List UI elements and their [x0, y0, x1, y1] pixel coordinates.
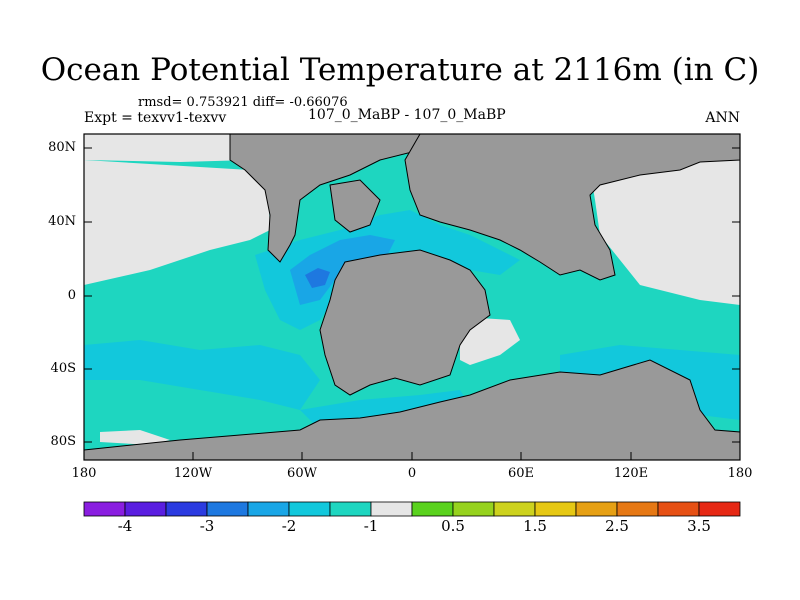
colorbar	[83, 501, 741, 517]
colorbar-swatch	[247, 501, 290, 517]
axis-ticks	[84, 147, 740, 460]
land-masses	[83, 133, 741, 461]
lat-label-0: 0	[67, 288, 76, 303]
lat-label-40n: 40N	[48, 214, 76, 229]
lat-label-80n: 80N	[48, 140, 76, 155]
land-eurasia	[404, 133, 741, 281]
colorbar-swatch	[575, 501, 618, 517]
lon-label-180w: 180	[71, 466, 97, 481]
land-greenland-bridge	[329, 179, 381, 233]
anomaly-patch-south-pacific	[84, 340, 320, 410]
lon-label-120e: 120E	[613, 466, 649, 481]
colorbar-swatch	[493, 501, 536, 517]
colorbar-label: -1	[363, 517, 379, 535]
lon-label-120w: 120W	[173, 466, 213, 481]
season-label: ANN	[705, 110, 740, 126]
plot-title: Ocean Potential Temperature at 2116m (in…	[40, 52, 760, 88]
land-north-america	[229, 133, 421, 263]
colorbar-swatch	[698, 501, 741, 517]
colorbar-swatch	[452, 501, 495, 517]
lon-label-60e: 60E	[507, 466, 535, 481]
experiment-label: Expt = texvv1-texvv	[84, 110, 227, 126]
lat-label-80s: 80S	[50, 434, 76, 449]
colorbar-swatch	[657, 501, 700, 517]
colorbar-label: -4	[117, 517, 133, 535]
colorbar-swatch	[83, 501, 126, 517]
lon-label-180e: 180	[727, 466, 753, 481]
colorbar-label: 3.5	[687, 517, 711, 535]
lat-label-40s: 40S	[50, 361, 76, 376]
colorbar-swatch	[288, 501, 331, 517]
case-label: 107_0_MaBP - 107_0_MaBP	[308, 107, 506, 123]
anomaly-patch-deep-blue	[305, 268, 330, 288]
colorbar-label: -3	[199, 517, 215, 535]
south-ice-patch	[460, 318, 520, 365]
lon-label-0: 0	[407, 466, 417, 481]
land-south-america-africa	[319, 249, 491, 396]
colorbar-swatch	[329, 501, 372, 517]
land-antarctica	[83, 359, 741, 461]
lon-label-60w: 60W	[287, 466, 317, 481]
colorbar-swatch	[616, 501, 659, 517]
colorbar-label: -2	[281, 517, 297, 535]
colorbar-swatch	[165, 501, 208, 517]
colorbar-swatch	[534, 501, 577, 517]
colorbar-swatch	[370, 501, 413, 517]
colorbar-swatch	[411, 501, 454, 517]
colorbar-swatch	[206, 501, 249, 517]
colorbar-label: 0.5	[441, 517, 465, 535]
colorbar-label: 1.5	[523, 517, 547, 535]
antarctic-ice-strip	[100, 430, 170, 445]
north-pacific-ice-region	[84, 160, 270, 285]
north-east-ice-region	[590, 165, 740, 305]
colorbar-label: 2.5	[605, 517, 629, 535]
colorbar-swatch	[124, 501, 167, 517]
rmsd-diff-stats: rmsd= 0.753921 diff= -0.66076	[138, 95, 348, 110]
